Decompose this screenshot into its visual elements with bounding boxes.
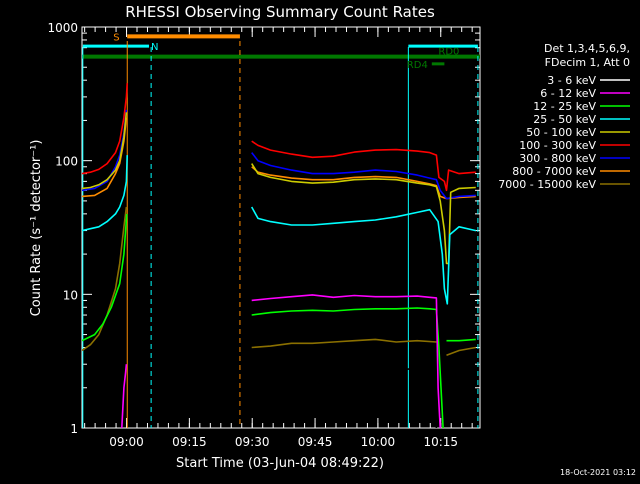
x-tick-label: 09:30 <box>235 435 270 449</box>
y-axis-label: Count Rate (s⁻¹ detector⁻¹) <box>29 140 44 317</box>
RD0-label: RD0 <box>438 47 459 58</box>
x-axis-label: Start Time (03-Jun-04 08:49:22) <box>176 456 384 471</box>
legend-label: 7000 - 15000 keV <box>498 178 596 191</box>
series-line <box>251 140 476 192</box>
footer-timestamp: 18-Oct-2021 03:12 <box>560 468 636 477</box>
y-tick-label: 1000 <box>47 21 78 35</box>
y-tick-label: 10 <box>63 288 78 302</box>
S-label: S <box>113 32 119 43</box>
legend: Det 1,3,4,5,6,9, FDecim 1, Att 0 3 - 6 k… <box>498 42 630 191</box>
series-line <box>446 346 476 357</box>
series-line <box>82 112 128 190</box>
x-tick-label: 10:15 <box>423 435 458 449</box>
legend-header-line-2: FDecim 1, Att 0 <box>545 56 630 69</box>
y-tick-label: 1 <box>70 422 78 436</box>
x-tick-label: 09:15 <box>172 435 207 449</box>
chart-title: RHESSI Observing Summary Count Rates <box>125 3 435 21</box>
series-line <box>82 213 128 342</box>
legend-header-line-1: Det 1,3,4,5,6,9, <box>544 42 630 55</box>
series-line <box>82 83 128 175</box>
N-label: N <box>151 42 158 53</box>
RD4-label: RD4 <box>407 60 428 71</box>
series-line <box>251 294 441 428</box>
series-line <box>121 364 128 428</box>
legend-label: 6 - 12 keV <box>540 87 596 100</box>
series-line <box>250 364 438 428</box>
series-line <box>251 166 476 200</box>
x-tick-label: 09:45 <box>298 435 333 449</box>
series-line <box>251 338 437 349</box>
x-tick-label: 10:00 <box>361 435 396 449</box>
legend-label: 3 - 6 keV <box>547 74 596 87</box>
legend-label: 25 - 50 keV <box>533 113 596 126</box>
series-line <box>82 206 128 352</box>
series-line <box>251 152 476 200</box>
legend-label: 12 - 25 keV <box>533 100 596 113</box>
plot-frame <box>81 26 481 429</box>
legend-label: 50 - 100 keV <box>526 126 596 139</box>
series-line <box>446 338 476 342</box>
x-tick-label: 09:00 <box>109 435 144 449</box>
legend-label: 100 - 300 keV <box>519 139 596 152</box>
legend-label: 300 - 800 keV <box>519 152 596 165</box>
annotations: S N RD0 RD4 <box>82 32 480 428</box>
series-group <box>82 83 476 428</box>
y-tick-label: 100 <box>55 155 78 169</box>
legend-label: 800 - 7000 keV <box>512 165 596 178</box>
plot-area: 1 10 100 1000 09:00 09:15 09:30 09:45 10:00 10:15… <box>47 21 481 449</box>
series-line <box>82 155 128 232</box>
series-line <box>250 206 476 305</box>
